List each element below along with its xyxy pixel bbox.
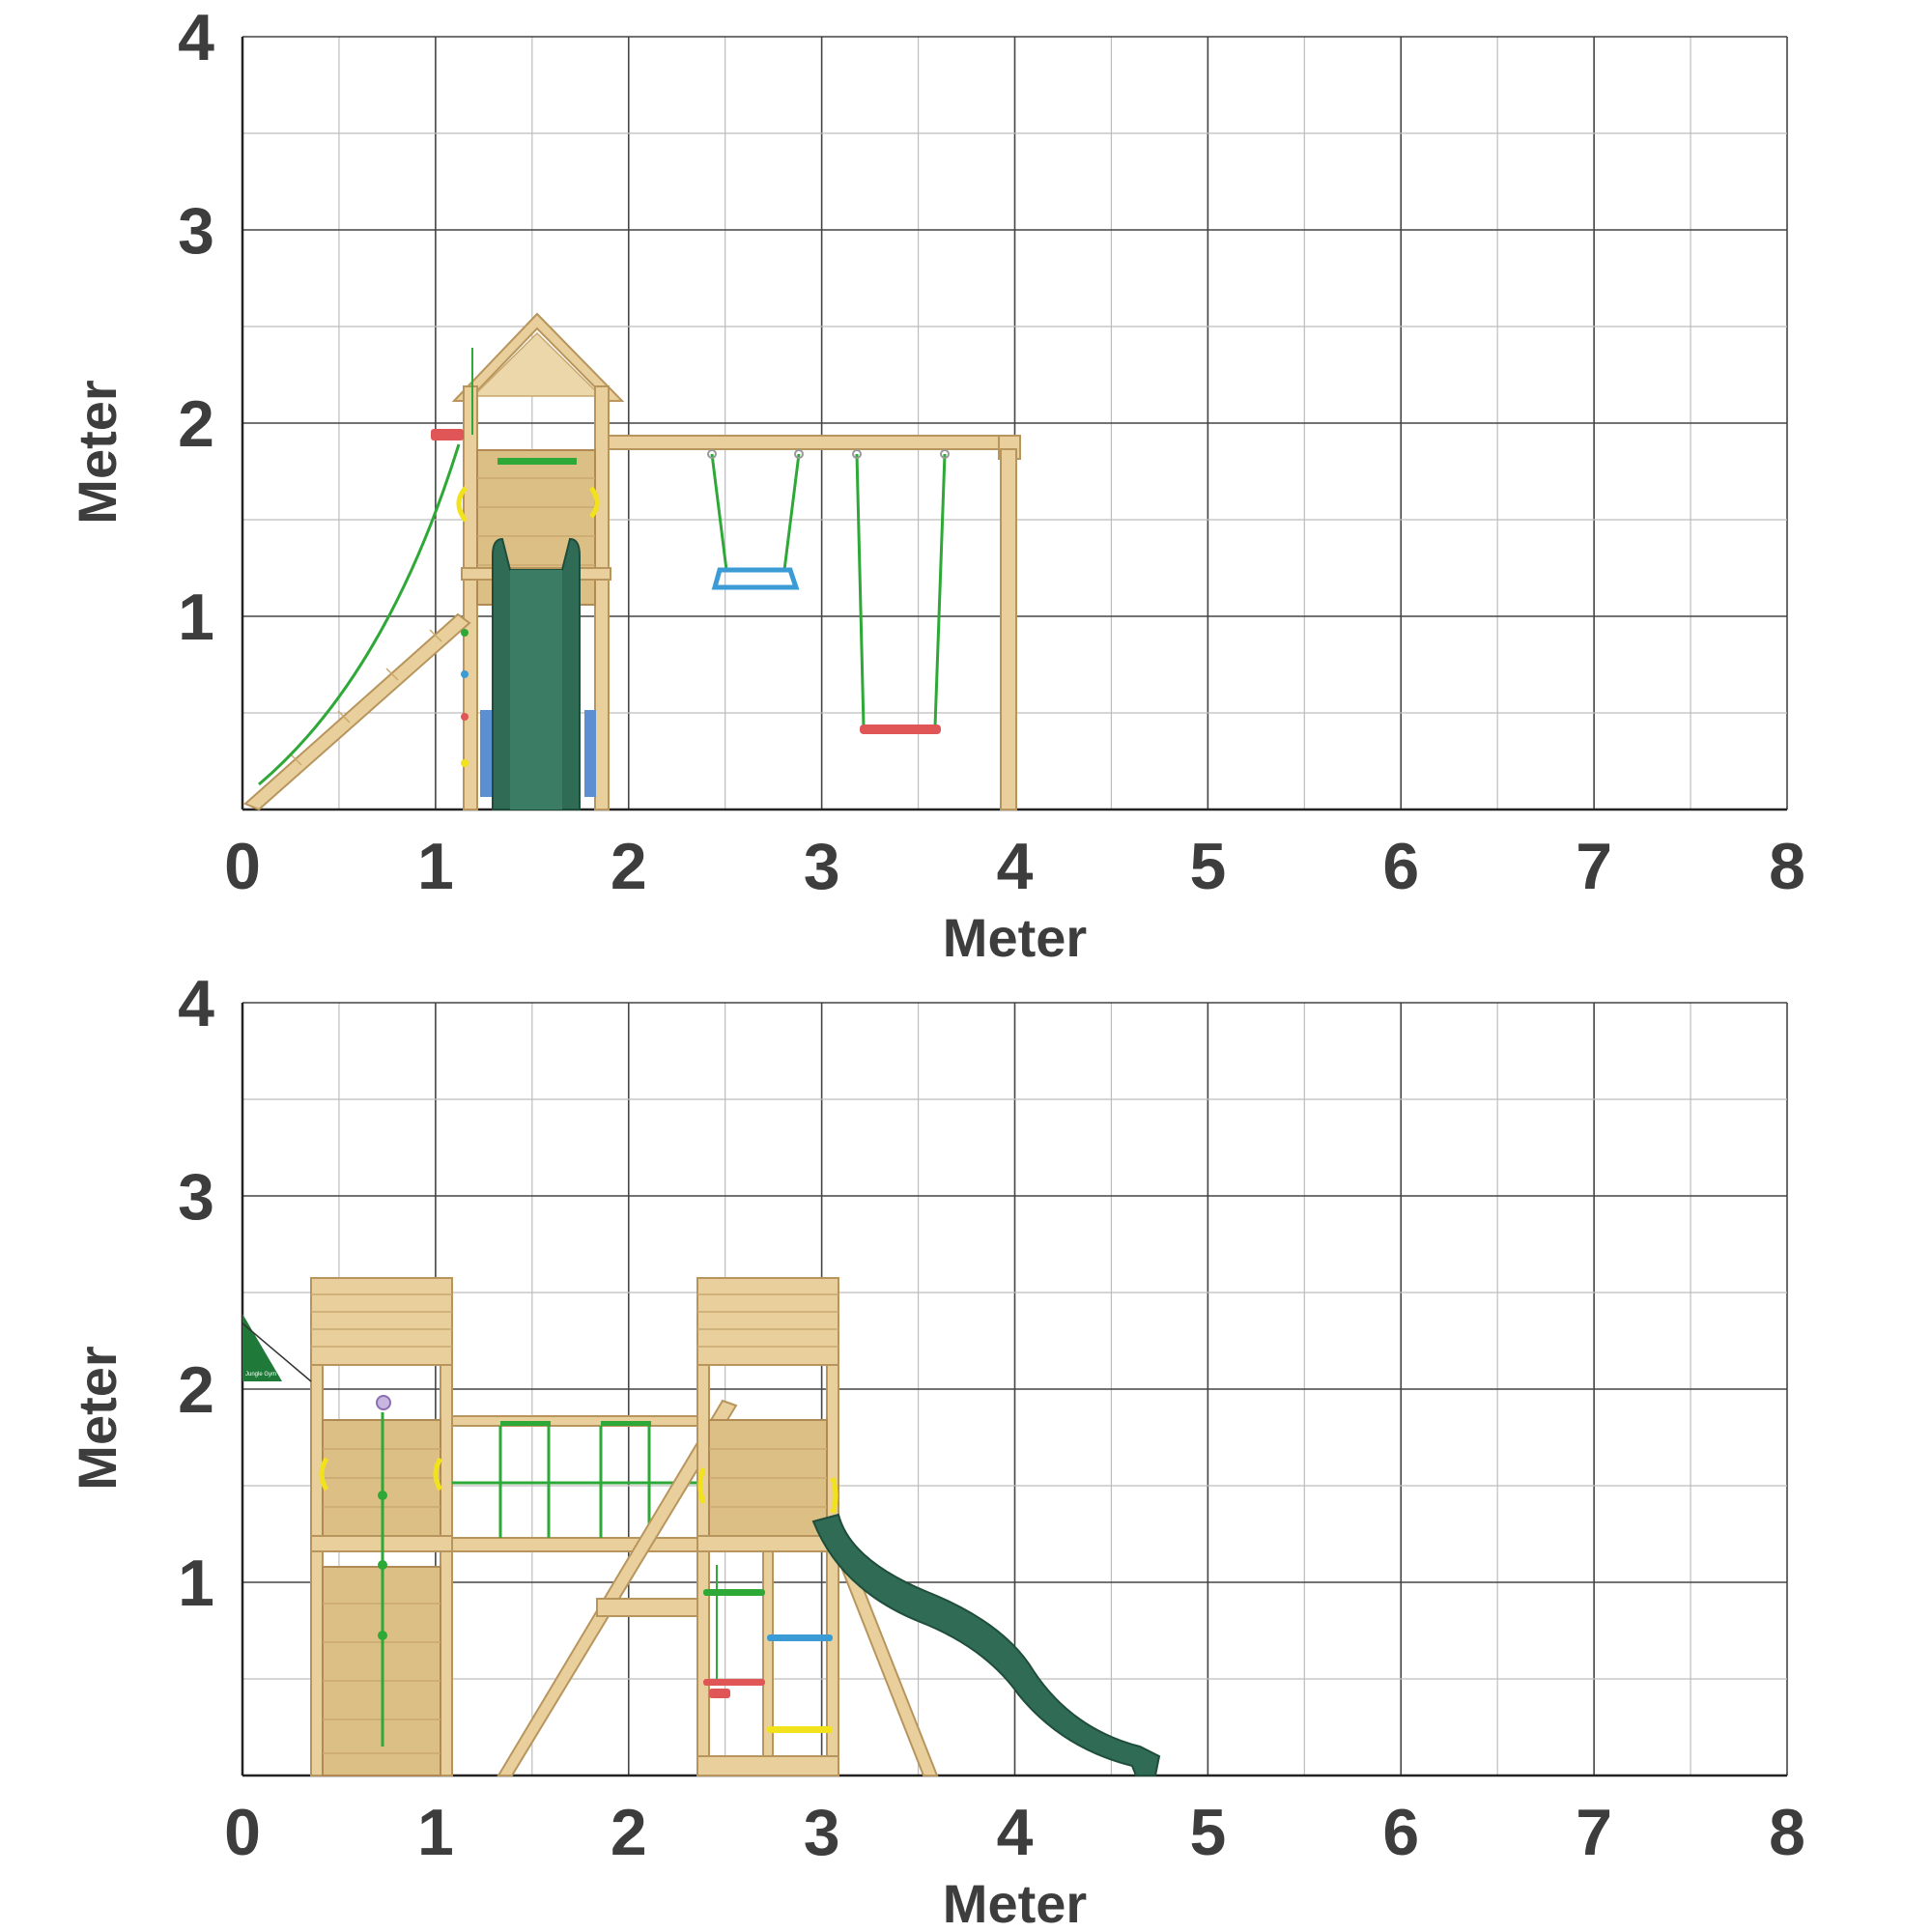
x-tick-label: 4 <box>997 830 1034 903</box>
y-tick-label: 3 <box>178 194 214 268</box>
x-tick-label: 2 <box>611 830 647 903</box>
post <box>440 1364 453 1776</box>
climbing-ramp <box>243 348 473 811</box>
x-tick-label: 5 <box>1189 830 1226 903</box>
telescope-icon <box>431 429 464 440</box>
x-tick-label: 6 <box>1382 1796 1419 1869</box>
y-tick-label: 1 <box>178 581 214 654</box>
rung-icon <box>703 1679 765 1686</box>
x-tick-label: 8 <box>1769 830 1805 903</box>
sandbox-edge <box>696 1755 839 1776</box>
ramp-rope <box>258 443 461 786</box>
x-tick-label: 0 <box>224 830 261 903</box>
x-tick-label: 3 <box>804 830 840 903</box>
wavy-slide <box>811 1513 1161 1776</box>
swing-hook-icon <box>794 449 804 459</box>
blue-panel-right <box>584 710 596 797</box>
x-axis-label: Meter <box>943 1873 1087 1932</box>
x-tick-label: 8 <box>1769 1796 1805 1869</box>
bridge-deck <box>451 1537 698 1552</box>
flag-icon <box>242 1314 282 1381</box>
y-tick-label: 2 <box>178 1353 214 1427</box>
swing-beam <box>608 435 1021 450</box>
y-tick-label: 1 <box>178 1547 214 1620</box>
bell-icon <box>376 1395 391 1410</box>
swing-leg <box>1000 448 1017 810</box>
cross-beam <box>596 1598 698 1617</box>
swing-hook-icon <box>707 449 717 459</box>
rung-icon <box>767 1634 833 1641</box>
slide-side <box>492 537 581 810</box>
tower-left-front <box>310 1277 453 1776</box>
climbing-hold-icon <box>461 759 469 767</box>
front-view-panel: Jungle Gym <box>67 967 1805 1932</box>
jungle-gym-flag: Jungle Gym <box>242 1314 312 1382</box>
x-tick-label: 0 <box>224 1796 261 1869</box>
handle-icon <box>433 1457 443 1492</box>
swing-hook-icon <box>940 449 950 459</box>
y-tick-label: 4 <box>178 967 214 1040</box>
swing-seat-icon <box>709 1689 730 1698</box>
rung-icon <box>703 1589 765 1596</box>
x-tick-label: 5 <box>1189 1796 1226 1869</box>
a-frame-leg <box>497 1399 738 1776</box>
x-tick-label: 6 <box>1382 830 1419 903</box>
post <box>826 1364 839 1776</box>
x-tick-label: 1 <box>417 830 454 903</box>
handle-icon <box>319 1457 329 1492</box>
handle-icon <box>697 1467 706 1504</box>
a-frame <box>497 1399 939 1776</box>
trapeze-bar-icon <box>711 567 800 590</box>
handle-left-icon <box>456 486 469 523</box>
y-axis-label: Meter <box>67 380 128 524</box>
x-tick-label: 2 <box>611 1796 647 1869</box>
x-tick-label: 1 <box>417 1796 454 1869</box>
y-tick-label: 4 <box>178 1 214 74</box>
y-axis-label: Meter <box>67 1346 128 1490</box>
climbing-hold-icon <box>461 629 469 637</box>
slide-bed <box>510 570 562 810</box>
tower-handrail <box>497 458 577 465</box>
trapeze-swing <box>707 449 804 590</box>
swing-seat-icon <box>860 724 941 734</box>
roof-right <box>696 1277 839 1366</box>
flag-badge-text: Jungle Gym <box>245 1372 276 1378</box>
handle-right-icon <box>588 486 600 519</box>
roof-panel <box>471 331 603 397</box>
y-tick-label: 2 <box>178 387 214 461</box>
y-tick-label: 3 <box>178 1160 214 1234</box>
inner-post <box>762 1550 774 1776</box>
handle-icon <box>830 1477 838 1514</box>
post <box>310 1364 324 1776</box>
climbing-hold-icon <box>461 713 469 721</box>
bridge-top-rail <box>451 1415 698 1427</box>
x-axis-label: Meter <box>943 907 1087 968</box>
deck-right <box>696 1535 839 1552</box>
climbing-hold-icon <box>461 670 469 678</box>
x-tick-label: 7 <box>1576 1796 1612 1869</box>
ramp-board <box>243 612 471 811</box>
tower-right-front <box>696 1277 839 1776</box>
swing-frame <box>608 435 1021 810</box>
seat-swing <box>852 449 950 734</box>
x-tick-label: 3 <box>804 1796 840 1869</box>
roof-left <box>310 1277 453 1366</box>
post <box>696 1364 710 1776</box>
x-tick-label: 4 <box>997 1796 1034 1869</box>
tower-post-left <box>463 385 478 810</box>
x-tick-label: 7 <box>1576 830 1612 903</box>
tower-post-right <box>594 385 610 810</box>
slide-chute <box>811 1513 1161 1776</box>
rung-icon <box>767 1726 833 1733</box>
swing-hook-icon <box>852 449 862 459</box>
